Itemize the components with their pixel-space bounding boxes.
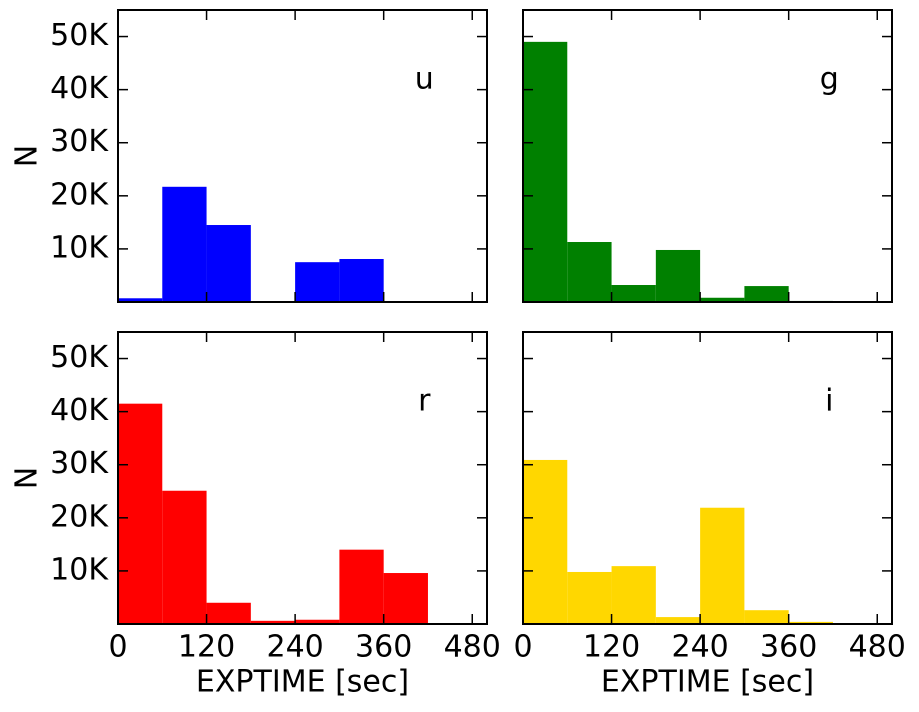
axes-frame bbox=[117, 331, 488, 625]
bar bbox=[788, 621, 833, 624]
bar bbox=[339, 549, 384, 624]
bar bbox=[250, 620, 296, 624]
bar bbox=[383, 573, 428, 624]
y-tick-label: 10K bbox=[50, 230, 109, 265]
y-tick-label: 30K bbox=[50, 124, 109, 159]
x-axis-label: EXPTIME [sec] bbox=[601, 665, 814, 700]
x-tick-label: 480 bbox=[849, 630, 906, 665]
x-tick-label: 240 bbox=[266, 630, 323, 665]
bar bbox=[744, 610, 789, 624]
x-tick-label: 240 bbox=[671, 630, 728, 665]
bar bbox=[118, 403, 163, 624]
bar bbox=[611, 285, 656, 302]
x-axis-label: EXPTIME [sec] bbox=[196, 665, 409, 700]
x-tick-label: 360 bbox=[355, 630, 412, 665]
annotation: i bbox=[825, 384, 833, 419]
x-tick-label: 120 bbox=[178, 630, 235, 665]
bar bbox=[162, 186, 207, 302]
bar bbox=[295, 262, 340, 302]
bar bbox=[295, 619, 340, 624]
annotation: r bbox=[418, 384, 431, 419]
y-tick-label: 40K bbox=[50, 393, 109, 428]
y-tick-label: 20K bbox=[50, 499, 109, 534]
bar bbox=[339, 258, 384, 302]
x-tick-label: 120 bbox=[583, 630, 640, 665]
bar bbox=[206, 602, 251, 624]
bar bbox=[744, 286, 789, 302]
y-tick-label: 50K bbox=[50, 340, 109, 375]
y-axis-label: N bbox=[10, 467, 45, 489]
y-axis-label: N bbox=[10, 145, 45, 167]
y-tick-label: 50K bbox=[50, 18, 109, 53]
x-tick-label: 0 bbox=[108, 630, 127, 665]
annotation: u bbox=[415, 62, 434, 97]
x-tick-label: 0 bbox=[513, 630, 532, 665]
axes-frame bbox=[117, 9, 488, 303]
bar bbox=[700, 297, 745, 302]
bar bbox=[523, 41, 568, 302]
bar bbox=[700, 507, 745, 624]
bar bbox=[611, 566, 656, 624]
bar bbox=[523, 459, 568, 624]
axes-frame bbox=[522, 331, 893, 625]
bar bbox=[206, 225, 251, 302]
bar bbox=[567, 242, 612, 302]
y-tick-label: 10K bbox=[50, 552, 109, 587]
bar bbox=[655, 249, 701, 302]
y-tick-label: 30K bbox=[50, 446, 109, 481]
annotation: g bbox=[820, 62, 839, 97]
bar bbox=[655, 617, 701, 624]
y-tick-label: 20K bbox=[50, 177, 109, 212]
axes-frame bbox=[522, 9, 893, 303]
x-tick-label: 480 bbox=[444, 630, 501, 665]
x-tick-label: 360 bbox=[760, 630, 817, 665]
bar bbox=[567, 571, 612, 624]
y-tick-label: 40K bbox=[50, 71, 109, 106]
bar bbox=[162, 490, 207, 624]
bar bbox=[118, 298, 163, 302]
